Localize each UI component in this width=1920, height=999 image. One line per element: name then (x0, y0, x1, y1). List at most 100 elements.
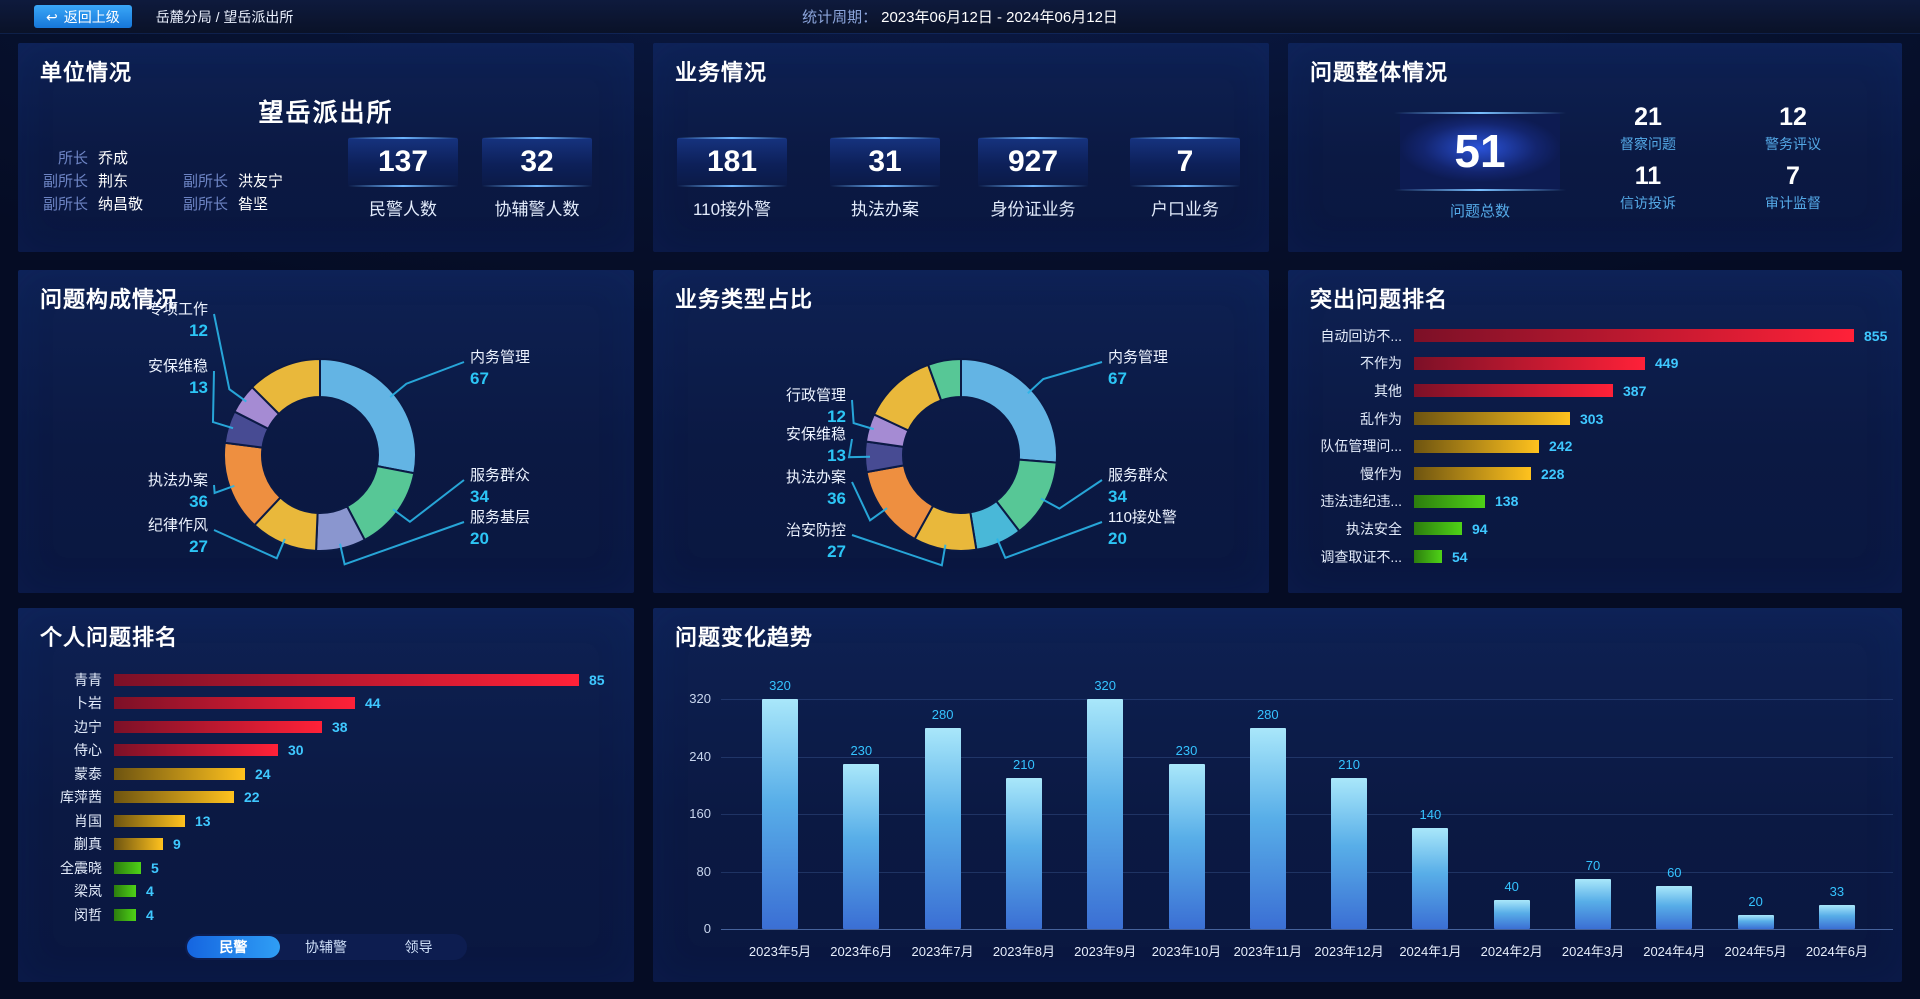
trend-bar-value: 280 (931, 707, 954, 722)
bar (1414, 412, 1570, 426)
bar-row: 梁岚 4 (32, 880, 620, 904)
donut-label-value: 67 (1108, 369, 1127, 388)
donut-leader-line (851, 534, 947, 567)
panel-title: 业务类型占比 (675, 287, 814, 312)
tab-lingdao[interactable]: 领导 (404, 939, 433, 955)
bar-value: 387 (1623, 382, 1647, 399)
total-problem-value: 51 (1394, 112, 1566, 191)
bar-label: 不作为 (1360, 355, 1402, 372)
tab-minjing[interactable]: 民警 (187, 936, 280, 958)
x-axis-category-label: 2024年3月 (1561, 944, 1625, 959)
donut-leader-line (389, 361, 465, 398)
donut-leader-line (847, 438, 871, 459)
donut-label-name: 执法办案 (785, 469, 846, 486)
donut-label-name: 治安防控 (785, 522, 846, 539)
bar-label: 全震晓 (60, 859, 102, 876)
breadcrumb[interactable]: 岳麓分局 / 望岳派出所 (155, 8, 294, 25)
bar (1414, 384, 1613, 398)
y-axis-tick-label: 80 (696, 863, 711, 879)
gridline (721, 756, 1893, 758)
back-arrow-icon: ↩ (46, 8, 58, 25)
trend-bar (1656, 886, 1693, 929)
donut-label: 110接处警 20 (1108, 508, 1177, 550)
trend-bar (1168, 764, 1205, 929)
stat-box: 32 (482, 137, 592, 187)
bar-label: 闵哲 (74, 906, 102, 923)
donut-label-value: 20 (470, 529, 489, 548)
stat-period-label: 统计周期： (802, 9, 878, 26)
stat-box: 927 (978, 137, 1088, 187)
leader-name: 洪友宁 (238, 173, 284, 190)
trend-bar-value: 230 (850, 743, 873, 758)
x-axis-category-label: 2023年12月 (1314, 944, 1384, 959)
trend-bar-value: 230 (1175, 743, 1198, 758)
stat-value: 31 (868, 145, 902, 178)
bar-row: 违法违纪违... 138 (1302, 488, 1888, 516)
bar (1414, 356, 1645, 370)
x-axis-category-label: 2024年6月 (1805, 944, 1868, 959)
mini-stat-audit: 7 审计监督 (1728, 162, 1858, 213)
bar-value: 9 (173, 836, 181, 853)
bar (114, 814, 185, 827)
mini-stat-label: 督察问题 (1620, 136, 1676, 152)
donut-label-value: 27 (827, 542, 846, 561)
mini-stat-value: 11 (1634, 162, 1662, 190)
panel-title: 突出问题排名 (1310, 287, 1449, 312)
donut-label: 服务群众 34 (1108, 466, 1168, 508)
panel-title: 个人问题排名 (40, 625, 179, 650)
bar-row: 全震晓 5 (32, 856, 620, 880)
stat-household: 7 户口业务 (1130, 137, 1240, 220)
bar-label: 其他 (1374, 382, 1402, 399)
bar-row: 执法安全 94 (1302, 515, 1888, 543)
bar-value: 4 (146, 906, 154, 923)
bar-value: 5 (151, 859, 159, 876)
mini-stat-label: 信访投诉 (1620, 195, 1676, 211)
donut-label-name: 专项工作 (147, 301, 208, 318)
donut-label-name: 服务群众 (1108, 467, 1169, 484)
trend-bar (1331, 778, 1368, 929)
donut-label-value: 13 (827, 446, 846, 465)
station-name: 望岳派出所 (258, 99, 394, 127)
x-axis-category-label: 2023年5月 (748, 944, 812, 959)
mini-stat-value: 7 (1786, 162, 1800, 190)
donut-label-value: 36 (189, 492, 208, 511)
gridline (721, 814, 1893, 815)
bar-label: 梁岚 (74, 883, 102, 900)
donut-label-name: 服务基层 (470, 509, 531, 526)
tab-xiefujing[interactable]: 协辅警 (305, 939, 347, 955)
x-axis-category-label: 2024年5月 (1724, 944, 1787, 959)
leader-role: 所长 (57, 150, 88, 167)
bar (114, 791, 234, 804)
bar-value: 22 (244, 789, 260, 806)
gridline (721, 699, 1893, 700)
stat-box: 137 (348, 137, 458, 187)
trend-bar-value: 33 (1829, 884, 1845, 899)
bar-label: 违法违纪违... (1320, 493, 1402, 510)
trend-bar (843, 764, 880, 929)
trend-bar-value: 20 (1748, 894, 1763, 909)
back-button[interactable]: ↩ 返回上级 (34, 5, 132, 28)
donut-label-value: 20 (1108, 529, 1127, 548)
bar-label: 肖国 (74, 812, 102, 829)
bar-value: 94 (1472, 520, 1488, 537)
y-axis-tick-label: 320 (689, 691, 711, 706)
bar-label: 蒯真 (74, 836, 102, 853)
panel-personal-ranking: 个人问题排名 青青 85 卜岩 44 边宁 38 侍心 30 蒙泰 24 库萍茜 22 肖国 13 蒯真 9 全… (18, 608, 634, 982)
stat-value: 137 (377, 145, 429, 178)
bar (1414, 550, 1442, 564)
bar (114, 767, 245, 780)
bar-label: 调查取证不... (1320, 548, 1402, 565)
bar-row: 青青 85 (32, 668, 620, 692)
leader-name: 纳昌敬 (98, 196, 144, 213)
problem-composition-donut-chart: 内务管理 67 服务群众 34 服务基层 20 纪律作风 27 执法办案 36 安保维稳 13 专项工作… (18, 270, 634, 593)
bar-value: 38 (332, 718, 348, 735)
mini-stat-value: 12 (1779, 103, 1807, 131)
donut-label: 内务管理 67 (1108, 348, 1168, 390)
leader-name: 昝坚 (238, 196, 269, 213)
donut-label: 安保维稳 13 (148, 357, 208, 399)
leader-cell: 副所长 昝坚 (178, 193, 268, 214)
bar-row: 不作为 449 (1302, 350, 1888, 378)
bar-label: 蒙泰 (74, 765, 102, 782)
topbar: ↩ 返回上级 岳麓分局 / 望岳派出所 统计周期： 2023年06月12日 - … (0, 0, 1920, 33)
